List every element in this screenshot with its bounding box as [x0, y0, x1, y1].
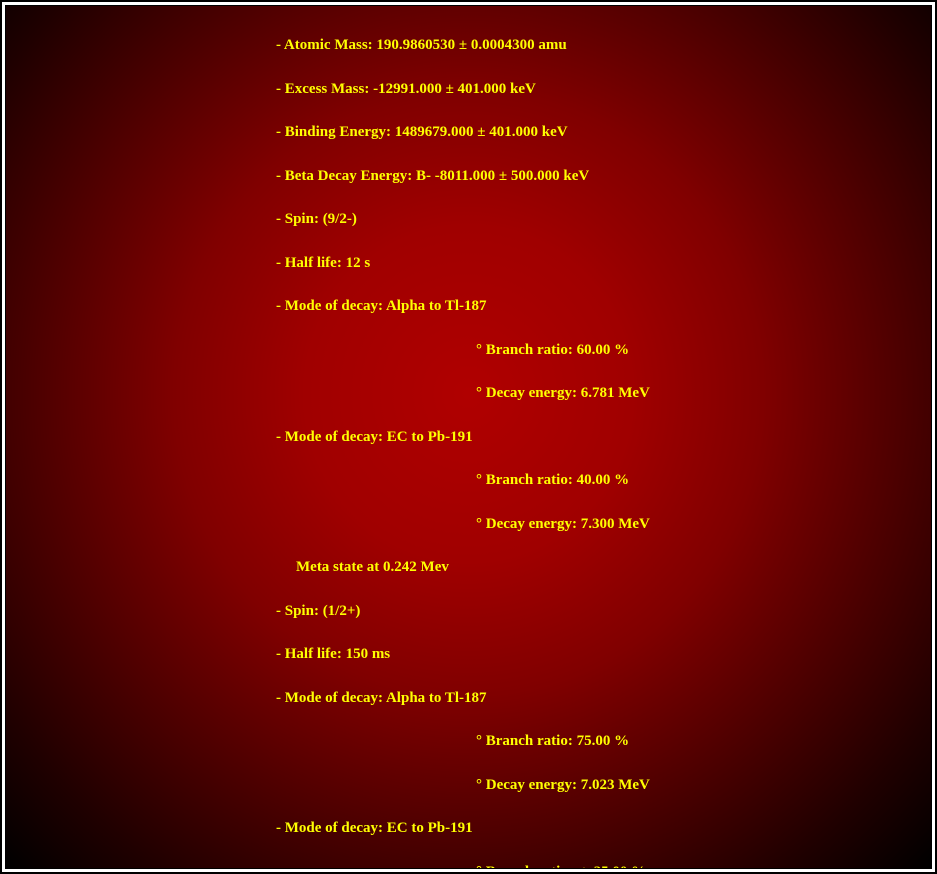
- decay-mode-2-branch: Branch ratio: 40.00 %: [476, 471, 911, 491]
- half-life-line-2: Half life: 150 ms: [276, 645, 911, 665]
- decay-mode-3-branch: Branch ratio: 75.00 %: [476, 732, 911, 752]
- decay-mode-1-energy: Decay energy: 6.781 MeV: [476, 384, 911, 404]
- atomic-mass-line: Atomic Mass: 190.9860530 ± 0.0004300 amu: [276, 36, 911, 56]
- inner-frame: Atomic Mass: 190.9860530 ± 0.0004300 amu…: [5, 5, 932, 869]
- decay-mode-1: Mode of decay: Alpha to Tl-187: [276, 297, 911, 317]
- decay-mode-1-branch: Branch ratio: 60.00 %: [476, 341, 911, 361]
- binding-energy-line: Binding Energy: 1489679.000 ± 401.000 ke…: [276, 123, 911, 143]
- decay-mode-4-branch: Branch ratio: <=25.00 %: [476, 863, 911, 870]
- excess-mass-line: Excess Mass: -12991.000 ± 401.000 keV: [276, 80, 911, 100]
- decay-mode-4: Mode of decay: EC to Pb-191: [276, 819, 911, 839]
- beta-decay-line: Beta Decay Energy: B- -8011.000 ± 500.00…: [276, 167, 911, 187]
- meta-state-heading: Meta state at 0.242 Mev: [296, 558, 911, 578]
- half-life-line-1: Half life: 12 s: [276, 254, 911, 274]
- content-block: Atomic Mass: 190.9860530 ± 0.0004300 amu…: [276, 36, 911, 869]
- decay-mode-2-energy: Decay energy: 7.300 MeV: [476, 515, 911, 535]
- decay-mode-2: Mode of decay: EC to Pb-191: [276, 428, 911, 448]
- outer-frame: Atomic Mass: 190.9860530 ± 0.0004300 amu…: [0, 0, 937, 874]
- decay-mode-3: Mode of decay: Alpha to Tl-187: [276, 689, 911, 709]
- spin-line-1: Spin: (9/2-): [276, 210, 911, 230]
- decay-mode-3-energy: Decay energy: 7.023 MeV: [476, 776, 911, 796]
- spin-line-2: Spin: (1/2+): [276, 602, 911, 622]
